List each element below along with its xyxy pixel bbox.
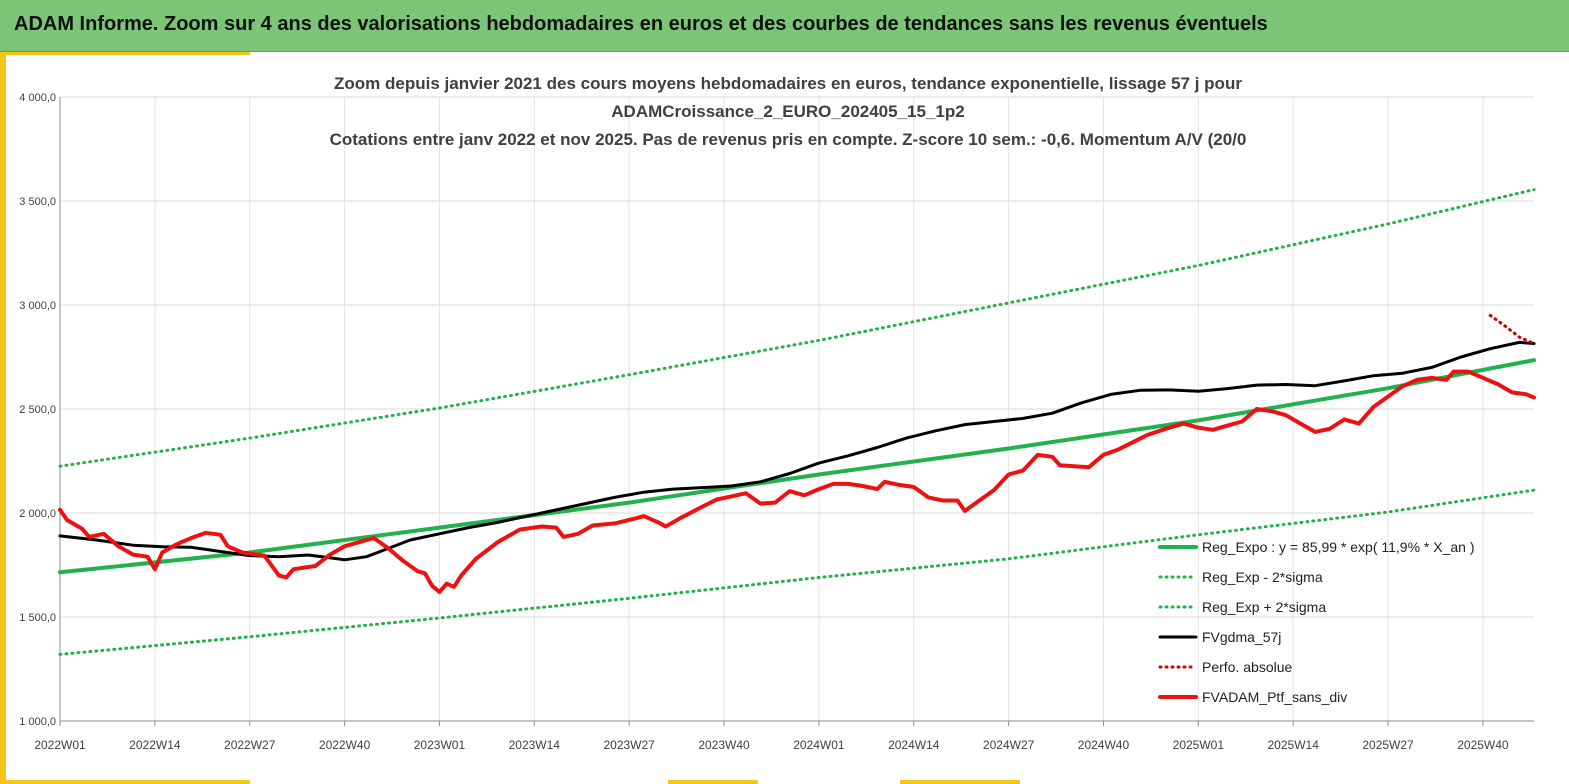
chart-title-line-3: Cotations entre janv 2022 et nov 2025. P…: [330, 130, 1247, 149]
series-line-perfo-absolue: [1488, 313, 1536, 345]
x-tick-label: 2025W01: [1173, 738, 1225, 752]
chart-title-line-1: Zoom depuis janvier 2021 des cours moyen…: [334, 74, 1242, 93]
x-tick-label: 2022W01: [34, 738, 86, 752]
x-tick-label: 2022W40: [319, 738, 371, 752]
legend-label: FVgdma_57j: [1202, 629, 1281, 645]
x-tick-label: 2024W14: [888, 738, 940, 752]
y-tick-label: 4 000,0: [19, 92, 56, 104]
series-line-reg-expo-y-85-99-exp-11-9-x-an: [58, 358, 1536, 575]
header-banner: ADAM Informe. Zoom sur 4 ans des valoris…: [0, 0, 1569, 52]
chart-legend: Reg_Expo : y = 85,99 * exp( 11,9% * X_an…: [1158, 539, 1475, 705]
x-tick-label: 2025W40: [1457, 738, 1509, 752]
x-tick-label: 2024W01: [793, 738, 845, 752]
x-tick-label: 2023W14: [509, 738, 561, 752]
x-tick-label: 2023W27: [603, 738, 655, 752]
series-line-fvadam-ptf-sans-div: [58, 369, 1536, 594]
y-tick-label: 1 000,0: [19, 716, 56, 728]
chart: 1 000,0 1 500,0 2 000,0 2 500,0 3 000,0 3 500…: [19, 74, 1536, 752]
legend-label: FVADAM_Ptf_sans_div: [1202, 689, 1347, 705]
accent-bar-bottom: [668, 780, 758, 784]
y-tick-label: 2 500,0: [19, 404, 56, 416]
accent-bar-bottom: [900, 780, 1020, 784]
y-tick-label: 3 500,0: [19, 196, 56, 208]
chart-axes: 1 000,0 1 500,0 2 000,0 2 500,0 3 000,0 3 500…: [19, 92, 1534, 752]
chart-grid: [59, 96, 1534, 722]
x-tick-label: 2025W27: [1362, 738, 1414, 752]
accent-bar-bottom: [0, 780, 250, 784]
legend-label: Perfo. absolue: [1202, 659, 1292, 675]
y-tick-label: 1 500,0: [19, 612, 56, 624]
series-line-reg-exp-2-sigma: [58, 188, 1536, 468]
x-tick-label: 2023W40: [698, 738, 750, 752]
x-tick-label: 2025W14: [1268, 738, 1320, 752]
accent-bar-top: [0, 52, 250, 55]
banner-title: ADAM Informe. Zoom sur 4 ans des valoris…: [14, 13, 1268, 35]
y-tick-label: 3 000,0: [19, 300, 56, 312]
legend-label: Reg_Exp + 2*sigma: [1202, 599, 1326, 615]
y-tick-label: 2 000,0: [19, 508, 56, 520]
x-tick-label: 2022W27: [224, 738, 276, 752]
x-tick-label: 2024W27: [983, 738, 1035, 752]
series-line-fvgdma-57j: [58, 340, 1536, 562]
accent-bar-left: [0, 52, 6, 784]
x-tick-label: 2023W01: [414, 738, 466, 752]
legend-label: Reg_Expo : y = 85,99 * exp( 11,9% * X_an…: [1202, 539, 1475, 555]
series-line-reg-exp-2-sigma: [58, 488, 1536, 656]
x-tick-label: 2024W40: [1078, 738, 1130, 752]
legend-label: Reg_Exp - 2*sigma: [1202, 569, 1323, 585]
chart-title-line-2: ADAMCroissance_2_EURO_202405_15_1p2: [611, 102, 964, 121]
chart-series: [58, 188, 1536, 656]
chart-title: Zoom depuis janvier 2021 des cours moyen…: [330, 74, 1247, 149]
x-tick-label: 2022W14: [129, 738, 181, 752]
